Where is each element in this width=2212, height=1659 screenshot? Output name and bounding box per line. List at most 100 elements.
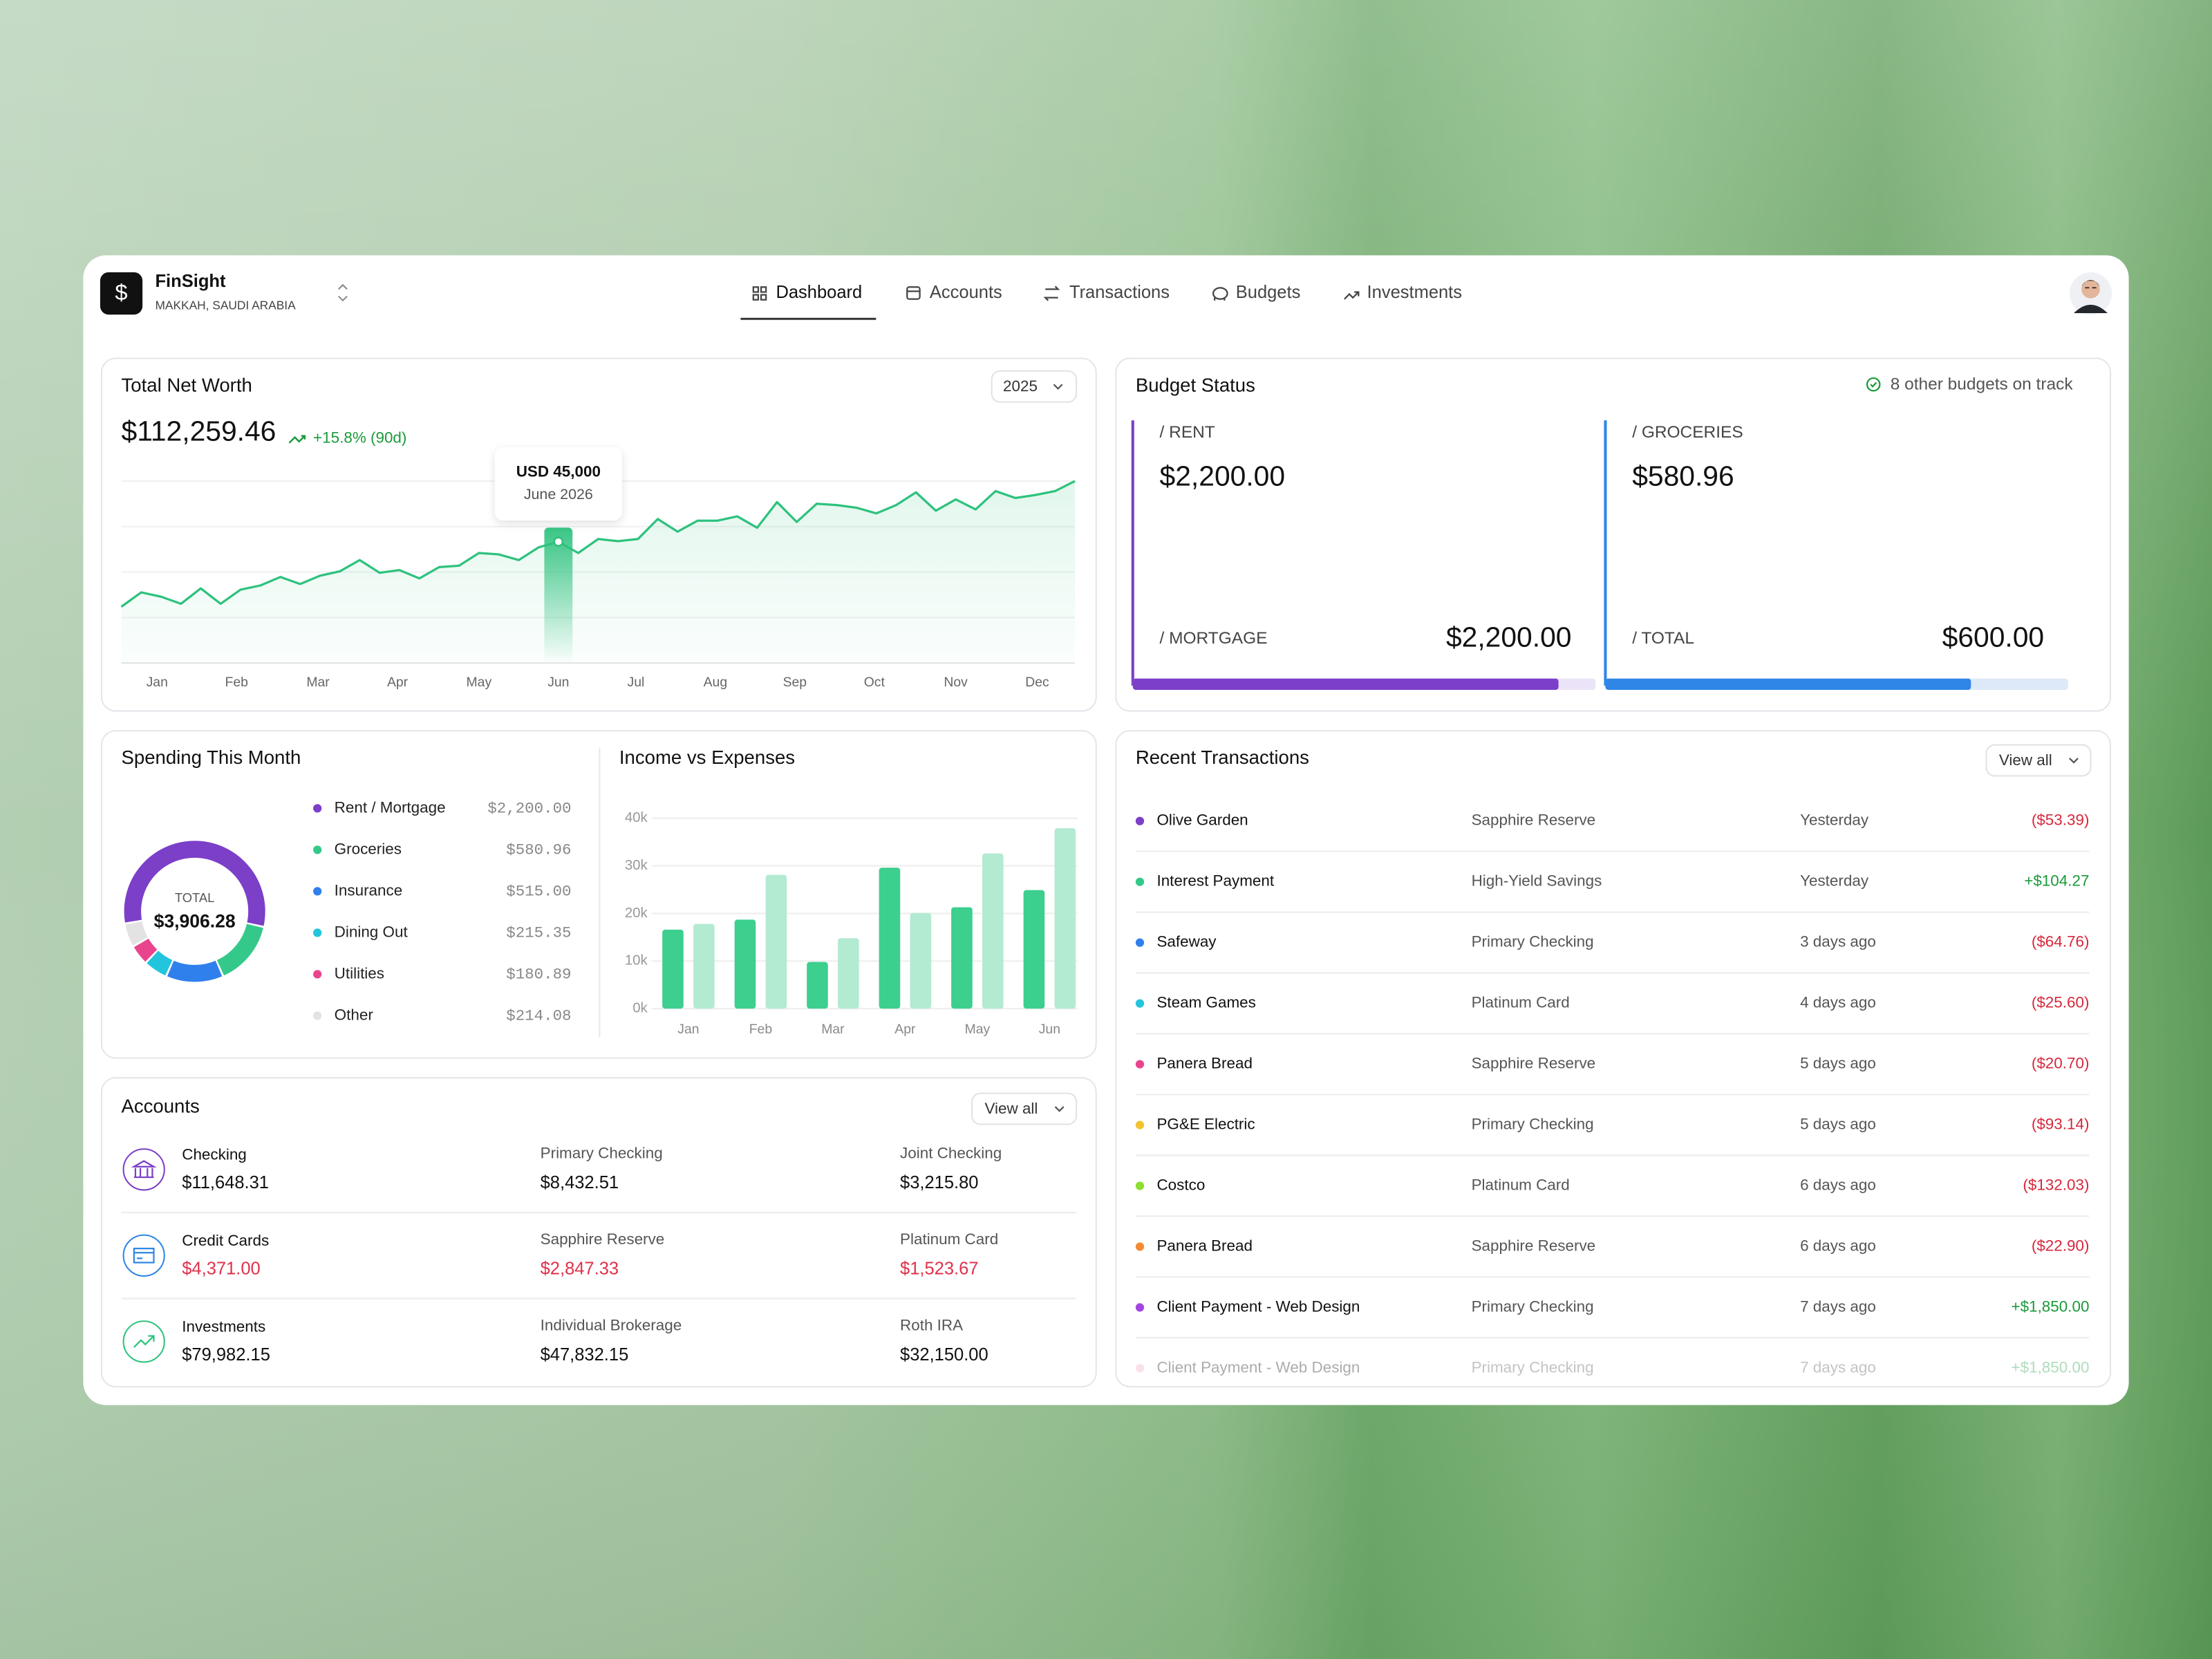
transaction-row[interactable]: Panera Bread Sapphire Reserve 6 days ago ($… [1135,1237,2090,1278]
category-dot [1135,938,1145,947]
transaction-account: Sapphire Reserve [1472,1237,1596,1254]
bar [662,929,684,1009]
year-select[interactable] [991,370,1078,403]
transaction-name: Costco [1156,1176,1205,1193]
transaction-row[interactable]: Client Payment - Web Design Primary Check… [1135,1297,2090,1339]
transaction-account: Sapphire Reserve [1472,812,1596,829]
transaction-date: 7 days ago [1800,1297,1876,1315]
account-amount: $47,832.15 [541,1345,629,1365]
bank-glyph [131,1160,157,1179]
transaction-name: Client Payment - Web Design [1156,1358,1360,1376]
transaction-amount: ($64.76) [2032,933,2090,950]
transaction-account: Primary Checking [1472,933,1594,950]
category-dot [1135,1364,1145,1373]
category-dot [1135,999,1145,1008]
panel-title: Total Net Worth [122,374,252,395]
net-worth-amount: $112,259.46 [122,415,276,447]
transaction-row[interactable]: Olive Garden Sapphire Reserve Yesterday ($5… [1135,812,2090,852]
transaction-date: 5 days ago [1800,1115,1876,1132]
location: MAKKAH, SAUDI ARABIA [155,298,296,312]
transaction-account: Primary Checking [1472,1358,1594,1376]
account-group-name: Investments [182,1318,265,1335]
y-tick-label: 30k [625,858,648,873]
nav-item[interactable]: Transactions [1069,283,1170,302]
transaction-name: Interest Payment [1156,872,1274,890]
transaction-amount: ($132.03) [2023,1176,2089,1193]
view-all-label: View all [984,1100,1038,1117]
check-icon [1866,377,1881,392]
account-name: Sapphire Reserve [541,1230,665,1248]
account-group-total: $79,982.15 [182,1345,270,1365]
transaction-date: Yesterday [1800,872,1869,890]
nav-item[interactable]: Dashboard [776,283,862,302]
account-amount: $8,432.51 [541,1173,619,1192]
transaction-row[interactable]: Panera Bread Sapphire Reserve 5 days ago ($… [1135,1055,2090,1096]
x-tick-label: Jun [1039,1022,1060,1037]
transaction-amount: +$1,850.00 [2012,1358,2090,1376]
view-all-button[interactable] [1985,744,2092,777]
legend-label: Rent / Mortgage [335,798,446,816]
budget-sub-amount: $600.00 [1942,621,2044,653]
transaction-row[interactable]: Client Payment - Web Design Primary Check… [1135,1358,2090,1376]
bar [765,874,787,1009]
logo [100,272,143,315]
transaction-row[interactable]: Steam Games Platinum Card 4 days ago ($25.6… [1135,994,2090,1035]
transaction-date: 6 days ago [1800,1237,1876,1254]
legend-value: $215.35 [506,924,571,941]
transaction-account: Sapphire Reserve [1472,1055,1596,1072]
nav-item[interactable]: Budgets [1236,283,1301,302]
account-group-name: Checking [182,1145,247,1163]
transaction-name: Safeway [1156,933,1217,950]
transaction-row[interactable]: Safeway Primary Checking 3 days ago ($64.76… [1135,933,2090,974]
donut-slice [147,950,173,976]
account-name: Platinum Card [900,1230,998,1248]
bar [807,962,828,1009]
transaction-account: Platinum Card [1472,1176,1570,1193]
transaction-name: Panera Bread [1156,1237,1252,1254]
transaction-date: 4 days ago [1800,994,1876,1011]
account-name: Joint Checking [900,1144,1002,1161]
transaction-row[interactable]: PG&E Electric Primary Checking 5 days ago (… [1135,1115,2090,1156]
legend-dot [313,928,322,937]
legend-label: Dining Out [335,923,409,940]
switcher[interactable] [338,283,348,302]
transaction-date: 3 days ago [1800,933,1876,950]
transaction-amount: +$104.27 [2024,872,2089,890]
legend-dot [313,970,322,979]
transaction-name: Steam Games [1156,994,1255,1011]
transaction-name: Panera Bread [1156,1055,1252,1072]
transaction-amount: ($53.39) [2032,812,2090,829]
x-tick-label: Jun [547,675,569,690]
legend-value: $580.96 [506,841,571,859]
budget-amount: $580.96 [1632,460,1734,492]
legend-label: Other [335,1006,374,1023]
panel-title: Accounts [122,1095,200,1116]
nav-item[interactable]: Investments [1367,283,1462,302]
account-name: Roth IRA [900,1316,963,1333]
panel-title: Budget Status [1136,374,1255,395]
chevron [1054,1106,1065,1112]
nav-item[interactable]: Accounts [930,283,1002,302]
legend-label: Groceries [335,840,402,857]
bar [693,924,715,1009]
transaction-date: 5 days ago [1800,1055,1876,1072]
transaction-date: 7 days ago [1800,1358,1876,1376]
transaction-date: 6 days ago [1800,1176,1876,1193]
transaction-row[interactable]: Costco Platinum Card 6 days ago ($132.03) [1135,1176,2090,1217]
trend-icon [288,435,306,444]
category-dot [1135,816,1145,825]
donut-slice [133,938,158,962]
y-tick-label: 10k [625,953,648,968]
tooltip [494,447,622,521]
transaction-amount: ($25.60) [2032,994,2090,1011]
category-dot [1135,1181,1145,1190]
transaction-account: Primary Checking [1472,1297,1594,1315]
panel-title: Recent Transactions [1136,747,1309,768]
x-tick-label: Mar [306,675,330,690]
check-mark [1870,382,1877,388]
transaction-row[interactable]: Interest Payment High-Yield Savings Yester… [1135,872,2090,913]
account-amount: $1,523.67 [900,1259,978,1278]
view-all-button[interactable] [971,1092,1078,1125]
y-tick-label: 0k [632,1001,648,1016]
